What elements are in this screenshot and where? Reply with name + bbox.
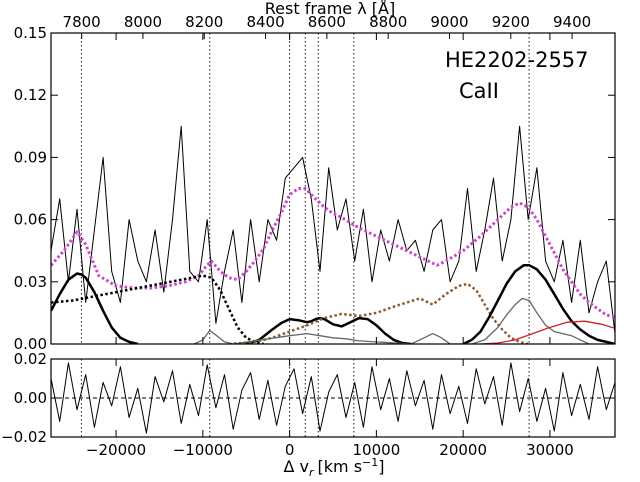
top-axis-tick-label: 8600 — [308, 13, 346, 31]
residual-x-tick-label: 20000 — [439, 441, 487, 459]
x-axis-label-sub: r — [309, 466, 315, 479]
top-axis-tick-label: 8400 — [246, 13, 284, 31]
top-axis-label: Rest frame λ [Å] — [265, 0, 395, 18]
residual-x-tick-label: −20000 — [86, 441, 146, 459]
residual-y-tick-label: 0.02 — [14, 350, 47, 368]
main-y-tick-label: 0.12 — [14, 86, 47, 104]
x-axis-label: Δ vr [km s−1] — [283, 456, 384, 479]
main-series-line-2 — [51, 187, 615, 319]
main-y-tick-label: 0.09 — [14, 148, 47, 166]
x-axis-label-close: ] — [378, 457, 384, 476]
main-y-tick-label: 0.03 — [14, 273, 47, 291]
top-axis-tick-label: 9000 — [430, 13, 468, 31]
residual-x-tick-label: −10000 — [173, 441, 233, 459]
residual-x-tick-label: 0 — [285, 441, 295, 459]
x-axis-label-unit: [km s — [318, 457, 363, 476]
main-series-line-8 — [193, 297, 590, 344]
main-series-line-7 — [462, 263, 615, 344]
main-y-tick-label: 0.00 — [14, 335, 47, 353]
residual-x-tick-label: 10000 — [353, 441, 401, 459]
main-frame — [50, 32, 616, 345]
main-y-tick-label: 0.06 — [14, 211, 47, 229]
residual-x-tick-label: 30000 — [526, 441, 574, 459]
x-axis-label-main: Δ v — [283, 457, 309, 476]
residual-y-tick-label: −0.02 — [1, 428, 47, 446]
main-series-line-3 — [51, 272, 139, 344]
main-panel: 0.00 0.03 0.06 0.09 0.12 0.15 7800 8000 8200 8400… — [14, 13, 616, 353]
line-name-annotation: CaII — [459, 79, 499, 103]
residual-y-tick-label: 0.00 — [14, 389, 47, 407]
residual-plot-area — [51, 359, 615, 437]
object-name-annotation: HE2202-2557 — [445, 48, 589, 72]
main-y-tick-label: 0.15 — [14, 24, 47, 42]
main-plot-area — [51, 33, 615, 344]
top-axis-tick-label: 9200 — [492, 13, 530, 31]
residual-panel: 0.02 0.00 −0.02 −20000 −10000 0 10000 20000 3000… — [1, 350, 616, 459]
main-series-line-9 — [480, 320, 615, 344]
top-axis-tick-label: 7800 — [63, 13, 101, 31]
main-series-line-6 — [228, 282, 529, 344]
top-axis-tick-label: 8200 — [185, 13, 223, 31]
residual-series-line-1 — [51, 362, 615, 434]
top-axis-tick-label: 8000 — [124, 13, 162, 31]
main-series-line-4 — [51, 274, 264, 344]
x-axis-label-exp: −1 — [362, 456, 378, 469]
top-axis-tick-label: 8800 — [369, 13, 407, 31]
top-axis-tick-label: 9400 — [553, 13, 591, 31]
main-series-line-1 — [51, 125, 615, 334]
main-series-line-5 — [245, 316, 412, 344]
